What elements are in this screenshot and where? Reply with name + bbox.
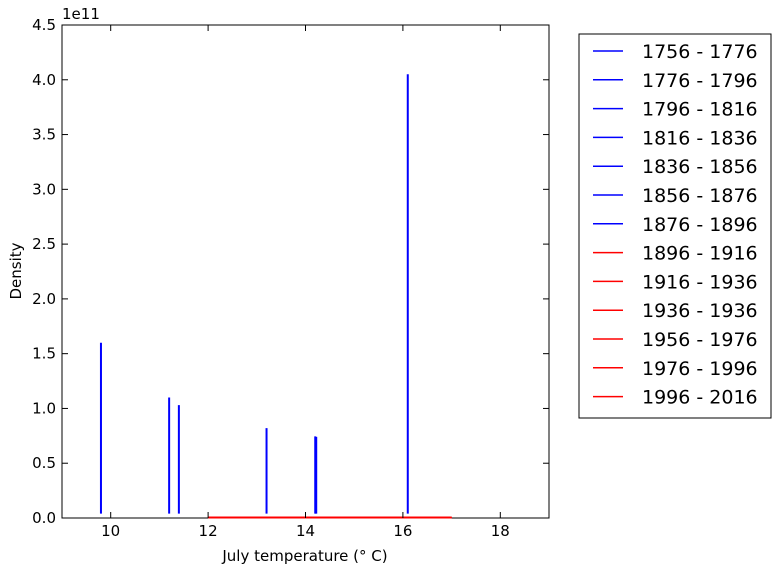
legend-label-8: 1896 - 1916	[642, 243, 758, 265]
legend-label-9: 1916 - 1936	[642, 271, 758, 293]
plot-frame	[61, 24, 550, 519]
y-tick-label-4: 2.0	[32, 290, 56, 308]
legend-label-11: 1956 - 1976	[642, 329, 758, 351]
y-tick-label-8: 4.0	[32, 71, 56, 89]
y-tick-label-3: 1.5	[32, 345, 56, 363]
y-tick-label-9: 4.5	[32, 16, 56, 34]
legend-label-13: 1996 - 2016	[642, 387, 758, 409]
x-tick-label-0: 10	[101, 522, 120, 540]
ticks-layer: 10 12 14 16 18 0.0 0.5 1.0 1.5 2.0 2.5 3.0 3.5 4.0 4.5	[32, 16, 549, 540]
legend-label-5: 1836 - 1856	[642, 156, 758, 178]
y-tick-label-0: 0.0	[32, 509, 56, 527]
legend-label-6: 1856 - 1876	[642, 185, 758, 207]
y-scale-label: 1e11	[62, 5, 100, 23]
legend-label-12: 1976 - 1996	[642, 358, 758, 380]
x-tick-label-2: 14	[296, 522, 315, 540]
x-tick-label-4: 18	[491, 522, 510, 540]
series-layer	[99, 74, 452, 519]
legend-box	[578, 33, 772, 419]
y-tick-label-1: 0.5	[32, 454, 56, 472]
y-tick-label-5: 2.5	[32, 235, 56, 253]
legend-label-1: 1756 - 1776	[642, 41, 758, 63]
y-tick-label-7: 3.5	[32, 126, 56, 144]
legend-items: 1756 - 1776 1776 - 1796 1796 - 1816 1816 - …	[593, 41, 758, 409]
y-tick-label-6: 3.0	[32, 180, 56, 198]
legend-label-3: 1796 - 1816	[642, 99, 758, 121]
legend: 1756 - 1776 1776 - 1796 1796 - 1816 1816 - …	[578, 33, 772, 419]
y-tick-label-2: 1.0	[32, 399, 56, 417]
x-tick-label-1: 12	[199, 522, 218, 540]
legend-label-7: 1876 - 1896	[642, 214, 758, 236]
legend-label-10: 1936 - 1936	[642, 300, 758, 322]
legend-label-2: 1776 - 1796	[642, 70, 758, 92]
legend-label-4: 1816 - 1836	[642, 127, 758, 149]
y-axis-label: Density	[7, 242, 25, 299]
x-axis-label: July temperature (° C)	[221, 547, 387, 565]
x-tick-label-3: 16	[393, 522, 412, 540]
